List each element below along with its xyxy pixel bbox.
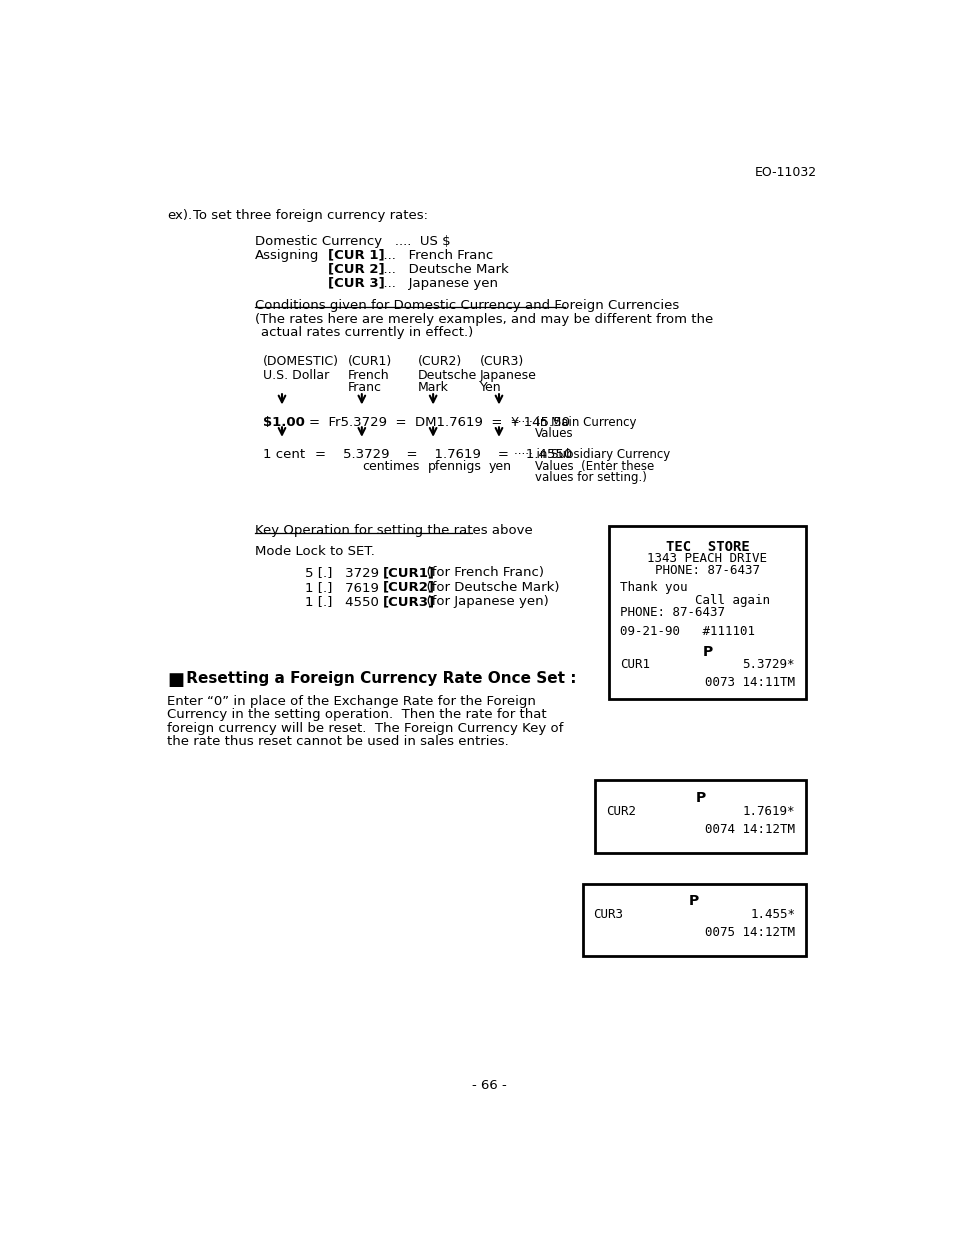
Text: Call again: Call again [619,593,769,607]
Text: [CUR1]: [CUR1] [382,566,435,579]
Text: 5.3729*: 5.3729* [741,658,794,670]
Text: =  Fr5.3729  =  DM1.7619  =  ¥ 145.50: = Fr5.3729 = DM1.7619 = ¥ 145.50 [309,416,570,429]
Text: yen: yen [488,460,511,473]
Text: (CUR1): (CUR1) [348,356,392,368]
Text: (CUR2): (CUR2) [417,356,461,368]
Text: 0074 14:12TM: 0074 14:12TM [704,823,794,836]
Text: PHONE: 87-6437: PHONE: 87-6437 [619,606,724,620]
Text: U.S. Dollar: U.S. Dollar [262,369,329,382]
Text: Currency in the setting operation.  Then the rate for that: Currency in the setting operation. Then … [167,709,546,721]
Text: ...   Japanese yen: ... Japanese yen [375,276,497,290]
Text: 0073 14:11TM: 0073 14:11TM [704,676,794,689]
Text: 1343 PEACH DRIVE: 1343 PEACH DRIVE [647,553,766,565]
Bar [608,527,805,699]
Text: [CUR 2]: [CUR 2] [328,263,385,275]
Text: [CUR3]: [CUR3] [382,595,435,608]
Text: pfennigs: pfennigs [427,460,481,473]
Text: [CUR 3]: [CUR 3] [328,276,385,290]
Text: $1.00: $1.00 [262,416,304,429]
Text: EO-11032: EO-11032 [754,166,816,178]
Bar [595,781,805,854]
Text: 1 cent: 1 cent [262,449,304,461]
Text: (The rates here are merely examples, and may be different from the: (The rates here are merely examples, and… [254,313,713,326]
Text: Assigning: Assigning [254,249,319,261]
Text: French: French [348,369,389,382]
Text: Domestic Currency   ....  US $: Domestic Currency .... US $ [254,235,450,248]
Text: Values: Values [534,427,573,440]
Text: foreign currency will be reset.  The Foreign Currency Key of: foreign currency will be reset. The Fore… [167,721,563,735]
Text: Conditions given for Domestic Currency and Foreign Currencies: Conditions given for Domestic Currency a… [254,299,679,312]
Text: Yen: Yen [479,382,500,394]
Text: 0075 14:12TM: 0075 14:12TM [704,927,794,939]
Text: the rate thus reset cannot be used in sales entries.: the rate thus reset cannot be used in sa… [167,735,509,747]
Text: ex).: ex). [167,208,193,222]
Text: [CUR 1]: [CUR 1] [328,249,385,261]
Text: 09-21-90   #111101: 09-21-90 #111101 [619,624,754,638]
Text: ■: ■ [167,670,184,689]
Text: Mark: Mark [417,382,448,394]
Text: ...   French Franc: ... French Franc [375,249,493,261]
Text: actual rates currently in effect.): actual rates currently in effect.) [261,326,473,338]
Text: PHONE: 87-6437: PHONE: 87-6437 [655,565,760,577]
Text: (CUR3): (CUR3) [479,356,523,368]
Text: (for Japanese yen): (for Japanese yen) [417,595,548,608]
Text: Key Operation for setting the rates above: Key Operation for setting the rates abov… [254,524,532,538]
Text: Mode Lock to SET.: Mode Lock to SET. [254,545,375,559]
Text: Franc: Franc [348,382,381,394]
Text: (for French Franc): (for French Franc) [417,566,543,579]
Text: Resetting a Foreign Currency Rate Once Set :: Resetting a Foreign Currency Rate Once S… [181,670,577,685]
Text: Japanese: Japanese [479,369,536,382]
Text: P: P [695,790,705,805]
Text: ····· in Subsidiary Currency: ····· in Subsidiary Currency [514,449,670,461]
Text: ...   Deutsche Mark: ... Deutsche Mark [375,263,508,275]
Text: Values  (Enter these: Values (Enter these [534,460,653,473]
Text: values for setting.): values for setting.) [534,471,646,484]
Text: CUR2: CUR2 [605,804,636,818]
Text: [CUR2]: [CUR2] [382,581,435,593]
Text: centimes: centimes [361,460,418,473]
Text: P: P [701,646,712,659]
Text: Thank you: Thank you [619,581,687,595]
Text: 1.455*: 1.455* [749,908,794,921]
Text: 1.7619*: 1.7619* [741,804,794,818]
Text: ····· in Main Currency: ····· in Main Currency [514,416,637,429]
Text: - 66 -: - 66 - [471,1079,506,1092]
Text: 1 [.]   4550: 1 [.] 4550 [305,595,383,608]
Text: CUR1: CUR1 [619,658,649,670]
Text: To set three foreign currency rates:: To set three foreign currency rates: [193,208,428,222]
Text: (DOMESTIC): (DOMESTIC) [262,356,338,368]
Text: P: P [688,895,699,908]
Text: (for Deutsche Mark): (for Deutsche Mark) [417,581,558,593]
Bar [582,885,805,955]
Text: 1 [.]   7619: 1 [.] 7619 [305,581,383,593]
Text: Deutsche: Deutsche [417,369,476,382]
Text: Enter “0” in place of the Exchange Rate for the Foreign: Enter “0” in place of the Exchange Rate … [167,695,536,709]
Text: =    5.3729    =    1.7619    =    1.4550: = 5.3729 = 1.7619 = 1.4550 [315,449,572,461]
Text: CUR3: CUR3 [593,908,623,921]
Text: 5 [.]   3729: 5 [.] 3729 [305,566,383,579]
Text: TEC  STORE: TEC STORE [665,540,748,554]
